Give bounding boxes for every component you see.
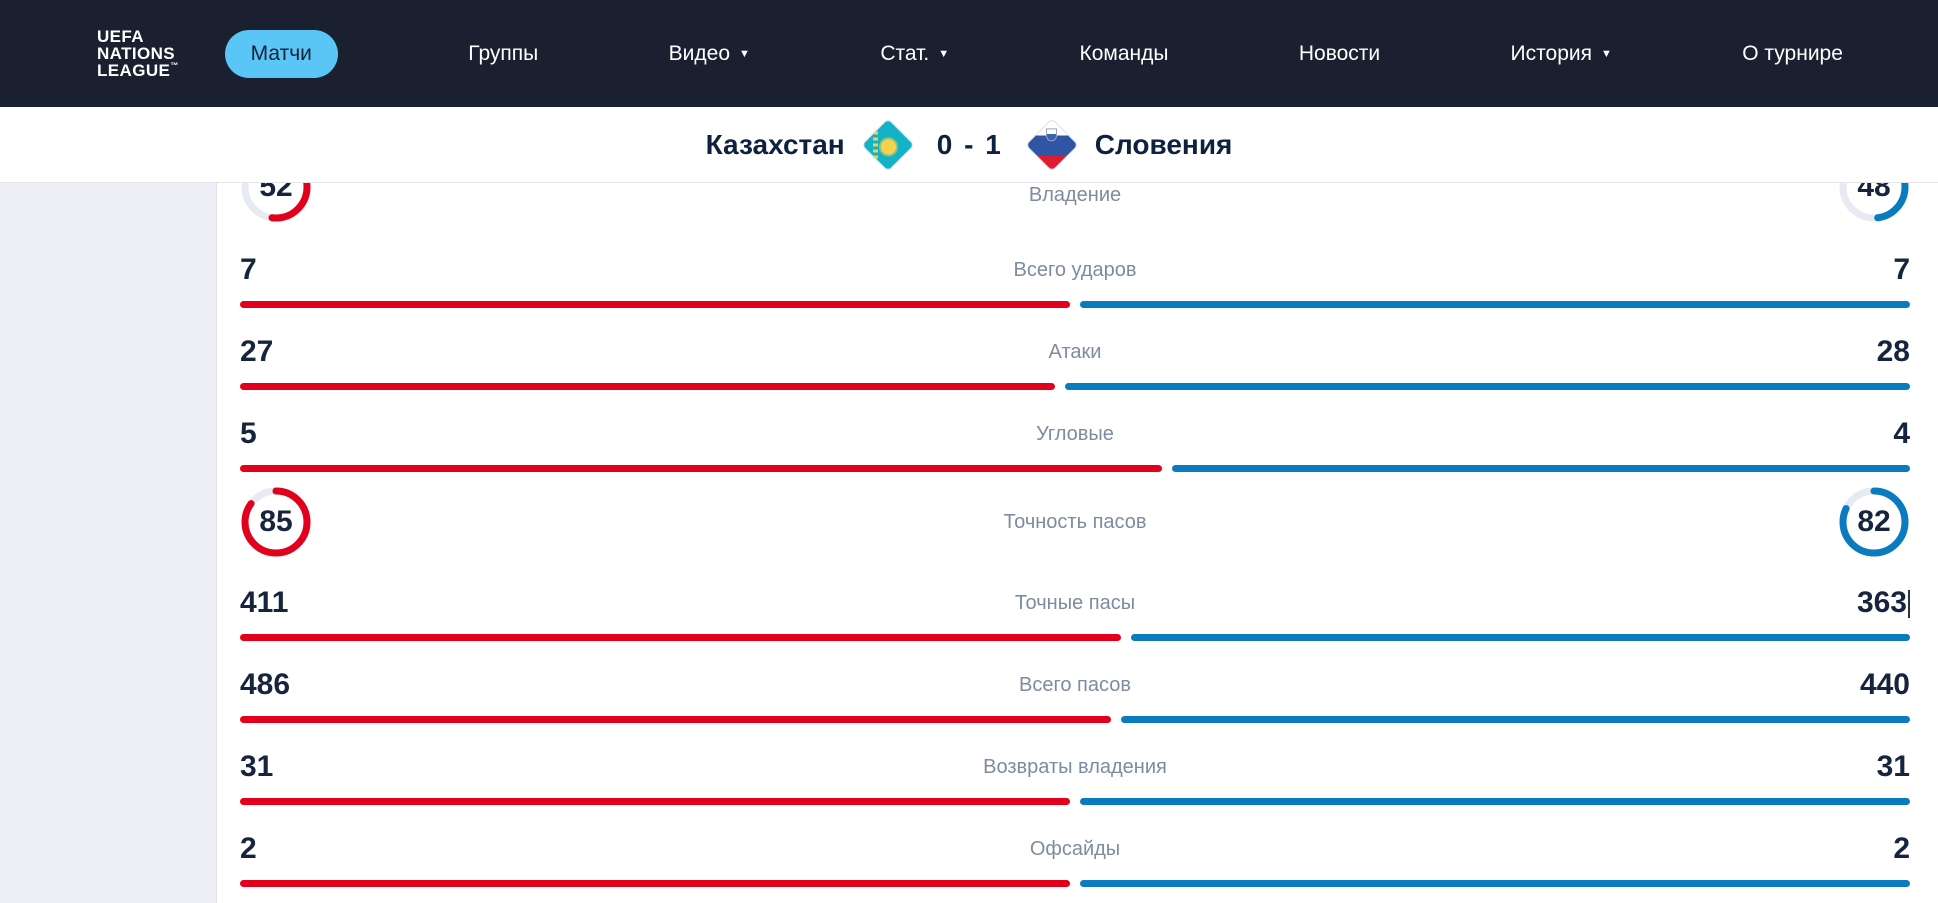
progress-ring bbox=[241, 487, 311, 557]
top-navigation: UEFA NATIONS LEAGUE™ Матчи Группы Видео ▼… bbox=[0, 0, 1938, 107]
match-score: 0 - 1 bbox=[936, 128, 1003, 160]
away-stat-value: 28 bbox=[1876, 335, 1910, 368]
slovenia-coat-of-arms bbox=[1045, 127, 1057, 141]
home-stat-value: 85 bbox=[259, 505, 293, 538]
stat-label: Точные пасы bbox=[1014, 591, 1136, 614]
home-stat-bar bbox=[240, 383, 1055, 390]
away-stat-bar bbox=[1172, 465, 1910, 472]
home-stat-bar bbox=[240, 716, 1112, 723]
home-stat-bar bbox=[240, 880, 1070, 887]
away-stat-value: 2 bbox=[1893, 832, 1910, 865]
progress-ring bbox=[241, 183, 311, 222]
away-pass-accuracy-gauge: 82 bbox=[1838, 486, 1910, 558]
home-stat-bar bbox=[240, 465, 1163, 472]
stat-row-possession-regains: 31 Возвраты владения 31 bbox=[240, 744, 1910, 805]
home-team-name: Казахстан bbox=[705, 128, 845, 160]
nav-item-matches[interactable]: Матчи bbox=[224, 29, 338, 78]
away-stat-value: 4 bbox=[1893, 417, 1910, 450]
kazakhstan-sun bbox=[880, 138, 896, 154]
away-possession-gauge: 48 bbox=[1838, 183, 1910, 223]
away-stat-value: 7 bbox=[1893, 253, 1910, 286]
stat-bar-pair bbox=[240, 465, 1910, 472]
stat-row-corners: 5 Угловые 4 bbox=[240, 411, 1910, 472]
stat-label: Всего ударов bbox=[1013, 258, 1137, 281]
stat-label: Точность пасов bbox=[1003, 510, 1147, 533]
kazakhstan-ornament bbox=[872, 130, 878, 161]
away-stat-bar bbox=[1131, 634, 1910, 641]
away-stat-value: 363 bbox=[1857, 586, 1910, 620]
home-stat-bar bbox=[240, 634, 1122, 641]
chevron-down-icon: ▼ bbox=[938, 48, 950, 60]
left-page-gutter bbox=[0, 183, 217, 903]
away-stat-bar bbox=[1080, 880, 1910, 887]
home-pass-accuracy-gauge: 85 bbox=[240, 486, 312, 558]
away-stat-value: 31 bbox=[1876, 750, 1910, 783]
progress-ring bbox=[1839, 487, 1909, 557]
main-nav: Матчи Группы Видео ▼ Стат. ▼ Команды Новос… bbox=[224, 29, 1843, 78]
away-stat-bar bbox=[1121, 716, 1910, 723]
home-stat-value: 31 bbox=[240, 750, 274, 783]
stat-row-offsides: 2 Офсайды 2 bbox=[240, 826, 1910, 887]
away-stat-bar bbox=[1080, 798, 1910, 805]
home-stat-value: 5 bbox=[240, 417, 257, 450]
home-stat-value: 486 bbox=[240, 668, 291, 701]
away-stat-bar bbox=[1064, 383, 1910, 390]
nav-item-about[interactable]: О турнире bbox=[1742, 41, 1843, 65]
trademark-symbol: ™ bbox=[170, 61, 179, 71]
stat-label: Атаки bbox=[1048, 340, 1102, 363]
logo-line-3: LEAGUE™ bbox=[97, 61, 179, 81]
match-score-header: Казахстан 0 - 1 Словения bbox=[0, 107, 1938, 183]
stat-row-possession: 52 Владение 48 bbox=[240, 183, 1910, 223]
stat-bar-pair bbox=[240, 301, 1910, 308]
stat-label: Владение bbox=[1028, 183, 1122, 206]
kazakhstan-flag-art bbox=[860, 117, 915, 172]
home-stat-value: 7 bbox=[240, 253, 257, 286]
stat-bar-pair bbox=[240, 798, 1910, 805]
home-possession-gauge: 52 bbox=[240, 183, 312, 223]
away-stat-value: 48 bbox=[1857, 183, 1891, 203]
stat-row-pass-accuracy: 85 Точность пасов 82 bbox=[240, 486, 1910, 558]
nav-item-video[interactable]: Видео ▼ bbox=[668, 41, 750, 65]
stat-bar-pair bbox=[240, 383, 1910, 390]
logo-line-1: UEFA bbox=[97, 26, 144, 46]
home-stat-value: 411 bbox=[240, 586, 289, 619]
stat-row-attacks: 27 Атаки 28 bbox=[240, 329, 1910, 390]
home-stat-bar bbox=[240, 798, 1070, 805]
away-stat-value: 440 bbox=[1859, 668, 1910, 701]
nav-item-stats[interactable]: Стат. ▼ bbox=[880, 41, 950, 65]
stat-row-accurate-passes: 411 Точные пасы 363 bbox=[240, 580, 1910, 641]
slovenia-flag-art bbox=[1024, 117, 1079, 172]
away-stat-bar bbox=[1080, 301, 1910, 308]
stat-bar-pair bbox=[240, 716, 1910, 723]
stat-row-total-passes: 486 Всего пасов 440 bbox=[240, 662, 1910, 723]
nav-item-news[interactable]: Новости bbox=[1298, 41, 1381, 65]
text-caret-artifact bbox=[1908, 590, 1910, 619]
nav-item-teams[interactable]: Команды bbox=[1079, 41, 1169, 65]
page-body: 52 Владение 48 7 Всего ударов 7 bbox=[0, 183, 1938, 903]
uefa-nations-league-logo[interactable]: UEFA NATIONS LEAGUE™ bbox=[97, 26, 179, 81]
stat-label: Всего пасов bbox=[1019, 673, 1131, 696]
home-stat-bar bbox=[240, 301, 1070, 308]
away-team-name: Словения bbox=[1094, 128, 1233, 160]
home-stat-value: 2 bbox=[240, 832, 257, 865]
nav-item-groups[interactable]: Группы bbox=[468, 41, 539, 65]
home-stat-value: 27 bbox=[240, 335, 274, 368]
stat-label: Возвраты владения bbox=[983, 755, 1167, 778]
stat-bar-pair bbox=[240, 634, 1910, 641]
slovenia-flag bbox=[1024, 117, 1079, 172]
home-stat-value: 52 bbox=[259, 183, 293, 203]
logo-line-2: NATIONS bbox=[97, 43, 176, 63]
away-stat-value: 82 bbox=[1857, 505, 1891, 538]
progress-ring bbox=[1839, 183, 1909, 222]
nav-item-history[interactable]: История ▼ bbox=[1510, 41, 1612, 65]
kazakhstan-flag bbox=[860, 117, 915, 172]
stat-bar-pair bbox=[240, 880, 1910, 887]
stat-label: Угловые bbox=[1036, 422, 1114, 445]
chevron-down-icon: ▼ bbox=[1600, 48, 1612, 60]
stat-row-total-shots: 7 Всего ударов 7 bbox=[240, 247, 1910, 308]
match-stats-panel: 52 Владение 48 7 Всего ударов 7 bbox=[217, 183, 1938, 903]
chevron-down-icon: ▼ bbox=[739, 48, 750, 60]
stat-label: Офсайды bbox=[1029, 837, 1121, 860]
